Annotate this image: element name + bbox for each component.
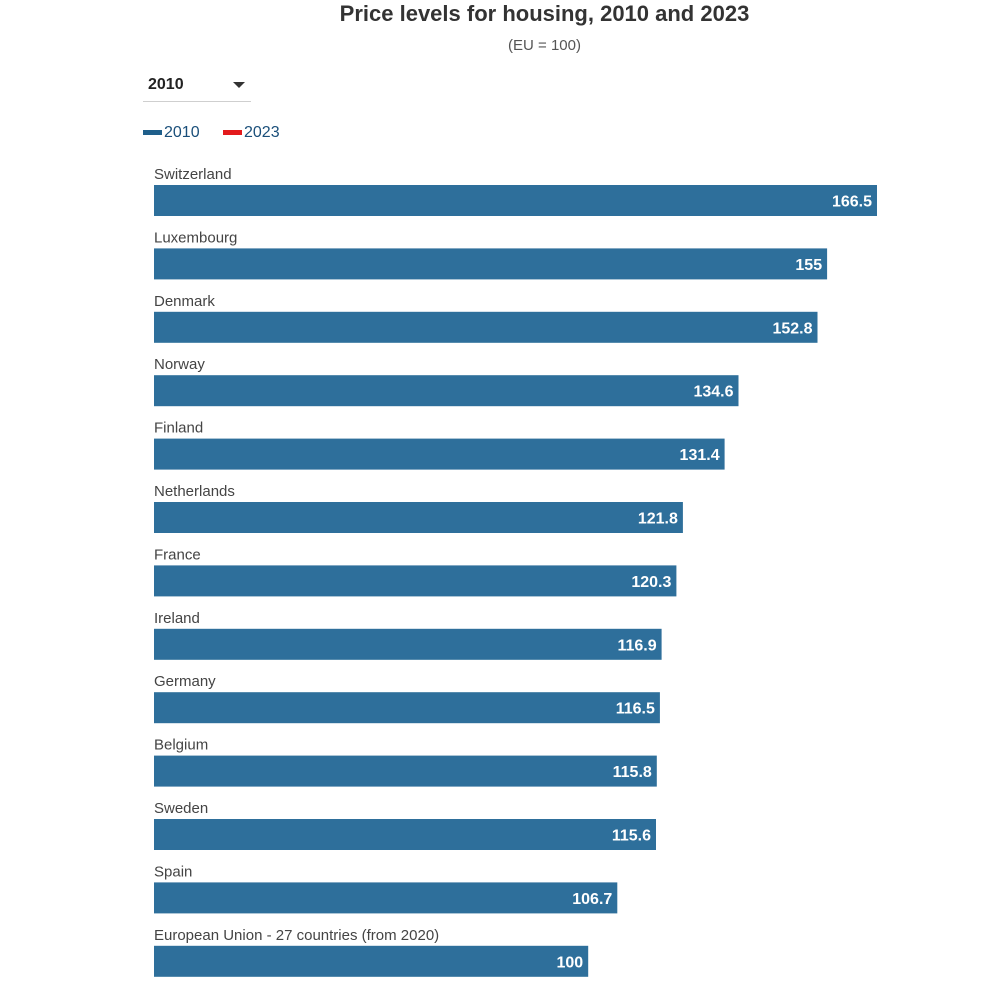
data-label: 100 <box>556 954 583 971</box>
category-label: Sweden <box>154 800 208 817</box>
category-label: Spain <box>154 863 192 880</box>
bar[interactable] <box>154 692 660 724</box>
legend-swatch-2010 <box>143 130 162 135</box>
chevron-down-icon <box>233 82 245 88</box>
bar[interactable] <box>154 755 657 787</box>
category-label: Luxembourg <box>154 229 237 246</box>
data-label: 134.6 <box>693 384 733 401</box>
data-label: 121.8 <box>638 511 678 528</box>
data-label: 115.8 <box>613 764 652 781</box>
category-label: Ireland <box>154 610 200 627</box>
legend-swatch-2023 <box>223 130 242 135</box>
bar[interactable] <box>154 248 828 280</box>
bar[interactable] <box>154 565 677 597</box>
data-label: 120.3 <box>631 574 671 591</box>
data-label: 155 <box>795 257 822 274</box>
bar[interactable] <box>154 945 589 977</box>
data-label: 115.6 <box>612 828 651 845</box>
data-label: 131.4 <box>680 447 720 464</box>
category-label: Finland <box>154 420 203 437</box>
category-label: France <box>154 546 201 563</box>
legend-label: 2010 <box>164 124 200 141</box>
bar[interactable] <box>154 311 818 343</box>
year-dropdown[interactable]: 2010 <box>143 70 251 102</box>
data-label: 106.7 <box>572 891 612 908</box>
chart-title: Price levels for housing, 2010 and 2023 <box>339 1 750 26</box>
category-label: Denmark <box>154 293 215 310</box>
category-label: Norway <box>154 356 205 373</box>
bar[interactable] <box>154 628 662 660</box>
category-label: Germany <box>154 673 216 690</box>
bar[interactable] <box>154 502 683 533</box>
bar[interactable] <box>154 438 725 470</box>
chart-subtitle: (EU = 100) <box>508 37 581 54</box>
data-label: 116.5 <box>616 701 655 718</box>
legend-label: 2023 <box>244 124 280 141</box>
data-label: 152.8 <box>772 320 812 337</box>
category-label: Switzerland <box>154 166 232 183</box>
bar[interactable] <box>154 819 656 850</box>
category-label: Netherlands <box>154 483 235 500</box>
category-label: Belgium <box>154 737 208 754</box>
data-label: 116.9 <box>617 637 656 654</box>
bar[interactable] <box>154 882 618 914</box>
bar[interactable] <box>154 185 877 216</box>
data-label: 166.5 <box>832 194 872 211</box>
category-label: European Union - 27 countries (from 2020… <box>154 927 439 944</box>
bar[interactable] <box>154 375 739 407</box>
year-dropdown-value: 2010 <box>148 76 184 93</box>
